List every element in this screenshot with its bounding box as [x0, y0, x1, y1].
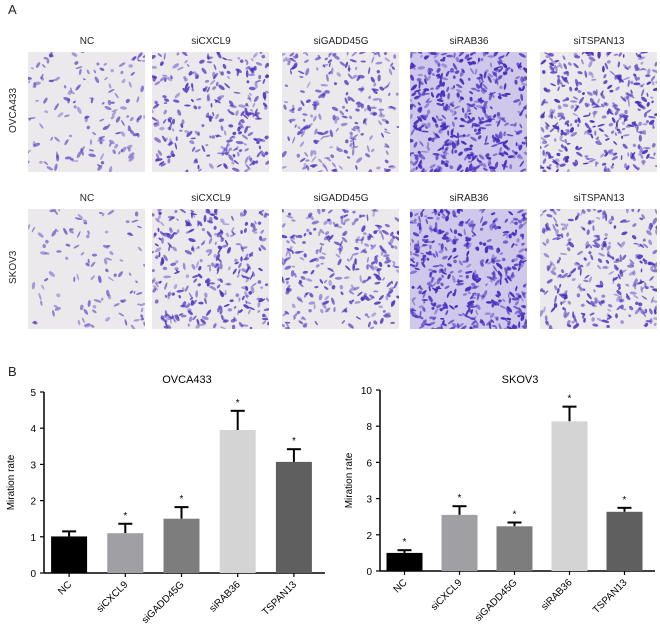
significance-marker: * [180, 494, 184, 505]
micrograph-skov3-sitspan13 [540, 209, 657, 329]
bar-tspan13 [275, 461, 312, 573]
bar-sirab36 [219, 430, 256, 573]
panel-b-letter: B [8, 364, 17, 379]
column-label: siRAB36 [449, 36, 489, 47]
micrograph-ovca433-nc [28, 52, 145, 172]
micrograph-skov3-nc [28, 209, 145, 329]
bar-sicxcl9 [441, 514, 478, 571]
micrograph-skov3-sicxcl9 [152, 209, 269, 329]
micrograph-ovca433-sitspan13 [540, 52, 657, 172]
x-tick-label: TSPAN13 [591, 577, 630, 616]
y-tick-label: 2 [366, 531, 372, 542]
micrograph-skov3-sirab36 [410, 209, 527, 329]
y-tick-label: 2 [30, 497, 36, 508]
micrograph-skov3-sigadd45g [282, 209, 399, 329]
y-tick-label: 6 [366, 458, 372, 469]
micrograph-ovca433-sigadd45g [282, 52, 399, 172]
column-label: NC [79, 36, 95, 47]
bar-sicxcl9 [107, 533, 144, 573]
x-tick-label: NC [392, 577, 410, 595]
significance-marker: * [292, 436, 296, 447]
chart-title: OVCA433 [162, 374, 212, 386]
y-tick-label: 3 [366, 495, 372, 506]
significance-marker: * [403, 537, 407, 548]
x-tick-label: siCXCL9 [429, 577, 465, 613]
y-tick-label: 5 [30, 388, 36, 399]
significance-marker: * [236, 398, 240, 409]
column-label: siCXCL9 [191, 193, 231, 204]
y-tick-label: 8 [366, 422, 372, 433]
significance-marker: * [458, 493, 462, 504]
significance-marker: * [123, 511, 127, 522]
x-tick-label: siGADD45G [473, 577, 520, 624]
column-label: siTSPAN13 [573, 193, 625, 204]
y-tick-label: 4 [30, 424, 36, 435]
y-axis-label: Miration rate [344, 452, 355, 508]
chart-title: SKOV3 [502, 374, 539, 386]
y-axis-label: Miration rate [6, 454, 17, 510]
y-tick-label: 1 [30, 533, 36, 544]
significance-marker: * [513, 509, 517, 520]
y-tick-label: 0 [366, 567, 372, 578]
bar-sigadd45g [163, 518, 200, 573]
column-label: siCXCL9 [191, 36, 231, 47]
bar-sigadd45g [496, 526, 533, 571]
micrograph-ovca433-sirab36 [410, 52, 527, 172]
significance-marker: * [568, 394, 572, 405]
column-label: siRAB36 [449, 193, 489, 204]
bar-nc [51, 536, 88, 573]
x-tick-label: siRAB36 [539, 577, 575, 613]
bar-tspan13 [606, 511, 643, 571]
bar-sirab36 [551, 421, 588, 571]
significance-marker: * [623, 495, 627, 506]
y-tick-label: 3 [30, 460, 36, 471]
column-label: siGADD45G [313, 193, 369, 204]
bar-nc [386, 552, 423, 571]
micrograph-ovca433-sicxcl9 [152, 52, 269, 172]
column-label: siTSPAN13 [573, 36, 625, 47]
column-label: siGADD45G [313, 36, 369, 47]
column-label: NC [79, 193, 95, 204]
y-tick-label: 0 [30, 569, 36, 580]
y-tick-label: 10 [361, 386, 373, 397]
panel-a-letter: A [8, 2, 17, 17]
